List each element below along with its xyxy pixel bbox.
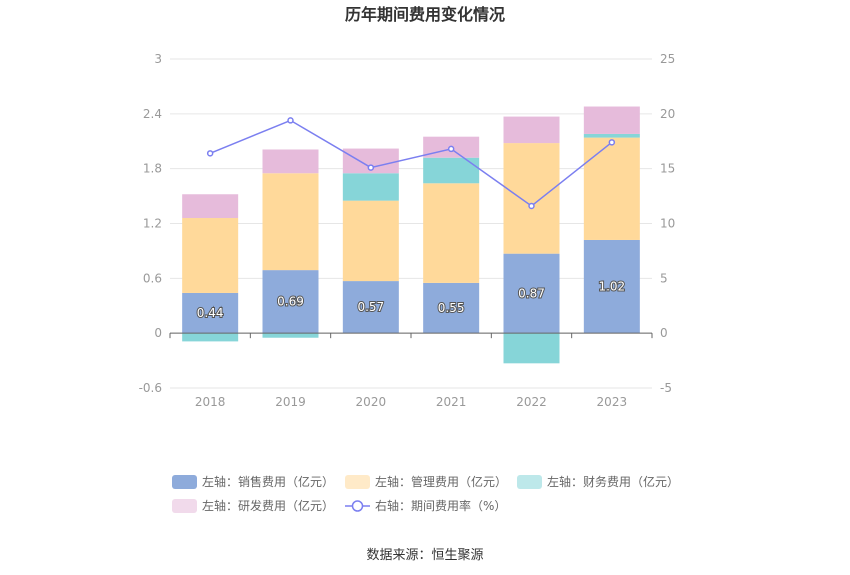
rate-point	[528, 202, 535, 210]
bar-segment	[342, 200, 399, 282]
legend-swatch	[172, 475, 197, 489]
right-axis-tick: 0	[660, 326, 668, 340]
bar-segment	[583, 106, 640, 134]
left-axis-tick: -0.6	[139, 381, 162, 395]
rate-line-path	[209, 119, 613, 207]
legend-label: 左轴：销售费用（亿元）	[202, 474, 334, 489]
bar-segment	[583, 133, 640, 138]
right-axis-tick: 25	[660, 52, 675, 66]
bar-segment	[423, 282, 480, 334]
legend-swatch	[172, 499, 197, 513]
right-axis-tick: 20	[660, 107, 675, 121]
bar-value-label: 0.55	[438, 301, 465, 315]
bar-value-label: 0.57	[357, 300, 384, 314]
x-axis-tick: 2020	[356, 395, 387, 409]
bar-value-label: 1.02	[598, 280, 625, 294]
bars	[182, 106, 640, 364]
x-axis-tick: 2022	[516, 395, 547, 409]
left-axis: 3 2.4 1.8 1.2 0.6 0 -0.6	[139, 52, 162, 395]
legend-label: 左轴：研发费用（亿元）	[202, 498, 334, 513]
left-axis-tick: 3	[154, 52, 162, 66]
bar-segment	[423, 183, 480, 283]
bar-segment	[503, 143, 560, 254]
legend-swatch	[345, 475, 370, 489]
right-axis-tick: 5	[660, 271, 668, 285]
bar-segment	[583, 239, 640, 334]
rate-point	[367, 164, 375, 171]
bar-segment	[182, 194, 239, 219]
x-axis-tick: 2023	[597, 395, 628, 409]
bar-segment	[262, 270, 319, 334]
rate-line	[206, 117, 616, 210]
bar-value-label: 0.87	[518, 286, 545, 300]
rate-point	[206, 150, 214, 157]
rate-point	[447, 145, 455, 153]
bar-segment	[503, 253, 560, 334]
legend-label: 右轴：期间费用率（%）	[375, 498, 506, 513]
right-axis: 25 20 15 10 5 0 -5	[660, 52, 675, 395]
legend-swatch	[517, 475, 542, 489]
bar-labels: 0.44 0.69 0.57 0.55 0.87 1.02	[196, 279, 626, 322]
bar-segment	[182, 292, 239, 334]
left-axis-tick: 0	[154, 326, 162, 340]
legend-label: 左轴：财务费用（亿元）	[547, 474, 679, 489]
left-axis-tick: 1.8	[143, 162, 162, 176]
right-axis-tick: 10	[660, 217, 675, 231]
x-axis-tick: 2021	[436, 395, 467, 409]
legend-label: 左轴：管理费用（亿元）	[375, 474, 507, 489]
x-axis-tick: 2019	[275, 395, 306, 409]
x-axis-tick: 2018	[195, 395, 226, 409]
left-axis-tick: 2.4	[143, 107, 162, 121]
bar-segment	[503, 116, 560, 144]
right-axis-tick: 15	[660, 162, 675, 176]
right-axis-tick: -5	[660, 381, 672, 395]
bar-segment	[262, 149, 319, 174]
bar-segment	[583, 137, 640, 240]
chart-title: 历年期间费用变化情况	[345, 5, 505, 24]
left-axis-tick: 1.2	[143, 217, 162, 231]
bar-value-label: 0.44	[197, 306, 224, 320]
bar-segment	[342, 281, 399, 334]
rate-point	[608, 139, 616, 146]
bar-segment	[182, 333, 239, 342]
bar-segment	[423, 157, 480, 184]
grid-lines	[170, 58, 652, 389]
legend: 左轴：销售费用（亿元） 左轴：管理费用（亿元） 左轴：财务费用（亿元） 左轴：研发费用…	[172, 474, 679, 513]
left-axis-tick: 0.6	[143, 271, 162, 285]
bar-segment	[262, 333, 319, 338]
legend-line-marker	[351, 500, 364, 512]
bar-segment	[262, 173, 319, 271]
rate-point	[287, 117, 294, 124]
bar-segment	[342, 173, 399, 201]
bar-value-label: 0.69	[277, 295, 304, 309]
bar-segment	[182, 218, 239, 293]
source-note: 数据来源：恒生聚源	[366, 548, 483, 563]
x-axis: 2018 2019 2020 2021 2022 2023	[169, 333, 653, 409]
bar-segment	[503, 333, 560, 364]
